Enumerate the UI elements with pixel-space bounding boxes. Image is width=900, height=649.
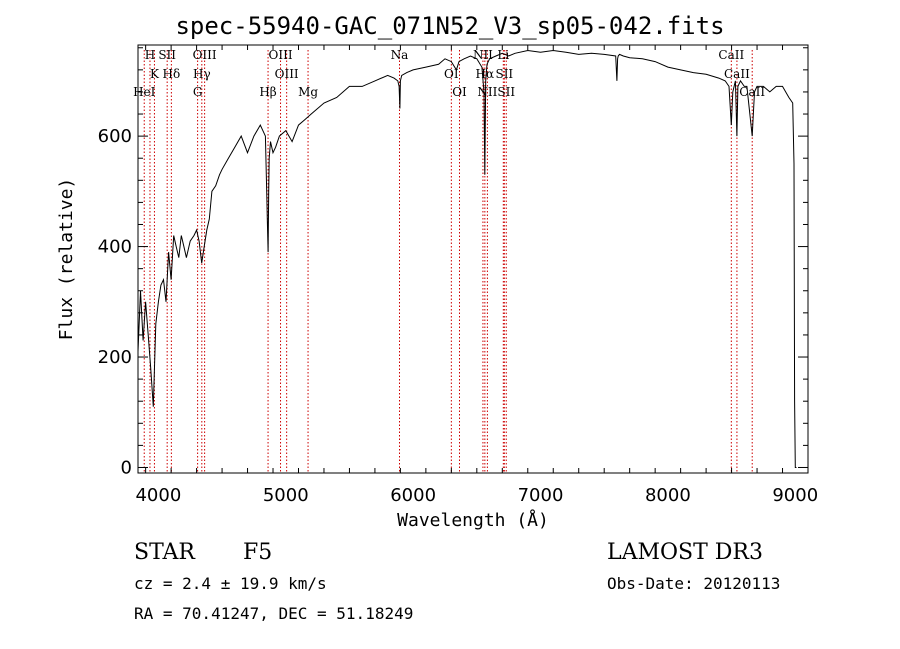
survey-name: LAMOST DR3 [607,540,763,565]
y-tick-label: 0 [121,457,132,478]
line-label-8: Hβ [259,85,276,99]
x-tick-label: 6000 [390,485,436,506]
line-label-12: Na [391,48,409,62]
x-tick-label: 7000 [518,485,564,506]
line-label-9: OIII [269,48,293,62]
redshift-text: cz = 2.4 ± 19.9 km/s [134,574,327,593]
object-subclass: F5 [243,540,273,565]
line-label-19: SII [495,67,513,81]
line-label-10: OIII [275,67,299,81]
line-label-17: NII [477,85,497,99]
line-label-15: NII [473,48,493,62]
coordinates-text: RA = 70.41247, DEC = 51.18249 [134,604,414,623]
line-label-6: OIII [193,48,217,62]
line-label-4: Hδ [163,67,181,81]
plot-frame [137,44,809,474]
x-axis-label: Wavelength (Å) [397,509,549,531]
chart-title: spec-55940-GAC_071N52_V3_sp05-042.fits [175,12,725,40]
x-tick-label: 4000 [135,485,181,506]
y-tick-label: 400 [98,237,132,258]
line-label-20: SII [497,85,515,99]
line-label-3: SII [158,48,176,62]
x-tick-label: 9000 [772,485,818,506]
x-tick-label: 8000 [645,485,691,506]
y-tick-label: 200 [98,347,132,368]
line-label-2: HeI [133,85,156,99]
obs-date: Obs-Date: 20120113 [607,574,781,593]
line-label-18: Li [497,48,509,62]
line-label-11: Mg [298,85,318,99]
y-tick-label: 600 [98,126,132,147]
line-label-16: Hα [476,67,495,81]
object-class: STAR [134,540,195,565]
x-tick-label: 5000 [263,485,309,506]
spectrum-line [137,49,797,468]
line-label-5: G [193,85,203,99]
line-label-14: OI [452,85,467,99]
line-label-23: CaII [739,85,765,99]
y-axis-label: Flux (relative) [56,178,77,341]
line-label-22: CaII [724,67,750,81]
line-label-0: H [145,48,155,62]
line-label-1: K [150,67,160,81]
line-label-21: CaII [718,48,744,62]
line-label-13: OI [444,67,459,81]
line-label-7: Hγ [193,67,211,81]
